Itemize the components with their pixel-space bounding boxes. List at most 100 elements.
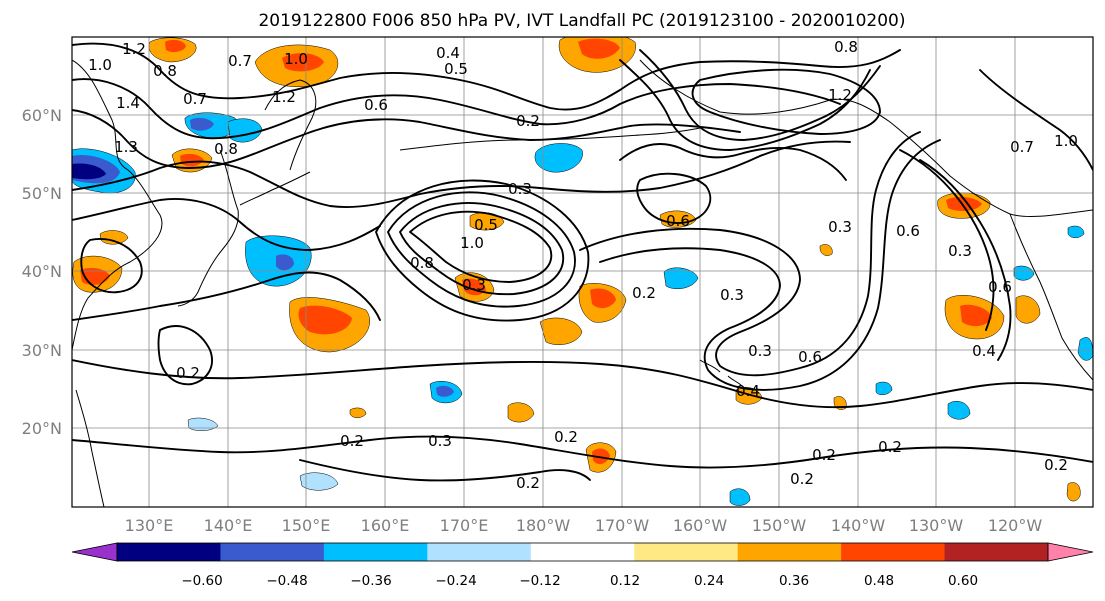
lon-label: 160°W bbox=[673, 516, 728, 535]
contour-label: 0.2 bbox=[878, 438, 902, 456]
colorbar-segment bbox=[944, 543, 1049, 561]
positive-anomaly-region bbox=[349, 407, 367, 418]
colorbar-tick-label: −0.36 bbox=[350, 573, 391, 589]
contour-line bbox=[636, 172, 712, 224]
contour-line bbox=[599, 139, 941, 391]
positive-anomaly-region bbox=[99, 230, 129, 245]
lon-label: 130°W bbox=[909, 516, 964, 535]
contour-line bbox=[299, 459, 591, 482]
contour-label: 0.2 bbox=[812, 446, 836, 464]
colorbar-tick-label: −0.60 bbox=[181, 573, 222, 589]
contour-line bbox=[639, 49, 881, 141]
contour-label: 0.2 bbox=[1044, 456, 1068, 474]
contour-label: 0.2 bbox=[554, 428, 578, 446]
contour-label: 0.2 bbox=[176, 364, 200, 382]
contour-label: 0.8 bbox=[410, 254, 434, 272]
positive-anomaly-region bbox=[180, 153, 204, 167]
contour-label: 0.4 bbox=[736, 382, 760, 400]
colorbar-extend-min bbox=[71, 542, 118, 562]
lon-label: 170°E bbox=[440, 516, 489, 535]
lon-label: 160°E bbox=[361, 516, 410, 535]
colorbar-tick-label: 0.24 bbox=[694, 573, 724, 589]
colorbar-tick-label: 0.48 bbox=[864, 573, 894, 589]
coastline-philippines bbox=[75, 389, 105, 507]
contour-line bbox=[72, 42, 901, 111]
coastlines bbox=[72, 59, 1093, 507]
positive-anomaly-region bbox=[165, 39, 186, 53]
contour-line bbox=[619, 59, 871, 151]
contour-label: 0.2 bbox=[790, 470, 814, 488]
lat-label: 40°N bbox=[22, 262, 62, 281]
latitude-labels: 60°N 50°N 40°N 30°N 20°N bbox=[22, 106, 62, 438]
positive-anomaly-region bbox=[298, 305, 352, 335]
contour-label: 0.6 bbox=[988, 278, 1012, 296]
colorbar-segment bbox=[737, 543, 842, 561]
lon-label: 120°W bbox=[988, 516, 1043, 535]
contour-label: 1.2 bbox=[828, 86, 852, 104]
contour-label: 0.3 bbox=[948, 242, 972, 260]
coastline-kuril bbox=[239, 171, 311, 206]
contour-label: 0.3 bbox=[508, 180, 532, 198]
negative-anomaly-region bbox=[276, 254, 294, 271]
contour-line bbox=[72, 140, 851, 209]
contour-line bbox=[72, 198, 381, 251]
colorbar-tick-label: −0.12 bbox=[519, 573, 560, 589]
coastline-asia bbox=[72, 59, 163, 351]
coastline-north-america bbox=[1009, 213, 1093, 381]
contour-line bbox=[375, 179, 590, 322]
contour-line bbox=[72, 359, 1093, 409]
colorbar-ticks: −0.60 −0.48 −0.36 −0.24 −0.12 0.12 0.24 … bbox=[181, 573, 978, 589]
negative-anomaly-region bbox=[663, 267, 699, 289]
colorbar-segment bbox=[634, 543, 739, 561]
colorbar-segment bbox=[220, 543, 325, 561]
contour-label: 1.0 bbox=[284, 50, 308, 68]
contour-label: 0.2 bbox=[632, 284, 656, 302]
contour-label: 0.3 bbox=[720, 286, 744, 304]
negative-anomaly-region bbox=[1013, 265, 1035, 281]
colorbar: −0.60 −0.48 −0.36 −0.24 −0.12 0.12 0.24 … bbox=[71, 542, 1094, 589]
contour-line bbox=[619, 143, 847, 181]
contour-label: 0.6 bbox=[896, 222, 920, 240]
negative-anomaly-region bbox=[875, 381, 893, 395]
positive-anomaly-region bbox=[1066, 482, 1081, 502]
contour-label: 0.3 bbox=[428, 432, 452, 450]
contour-label: 0.3 bbox=[748, 342, 772, 360]
colorbar-segments bbox=[117, 543, 1049, 561]
contour-label: 1.4 bbox=[116, 94, 140, 112]
lon-label: 140°W bbox=[831, 516, 886, 535]
negative-anomaly-region bbox=[190, 117, 214, 131]
coastline-kamchatka bbox=[264, 79, 317, 171]
colorbar-frame bbox=[116, 542, 1049, 562]
colorbar-extend-max bbox=[1047, 542, 1094, 562]
lon-label: 170°W bbox=[595, 516, 650, 535]
contour-label: 0.2 bbox=[340, 432, 364, 450]
contour-label: 0.3 bbox=[828, 218, 852, 236]
contour-label: 1.3 bbox=[114, 138, 138, 156]
contour-label: 0.7 bbox=[183, 90, 207, 108]
coastline-aleutians bbox=[399, 127, 701, 151]
lon-label: 180°W bbox=[516, 516, 571, 535]
negative-anomaly-region bbox=[436, 385, 454, 397]
contour-label: 0.4 bbox=[972, 342, 996, 360]
contour-line bbox=[979, 69, 1093, 171]
contour-line bbox=[579, 131, 921, 377]
contour-line bbox=[899, 149, 995, 331]
lon-label: 140°E bbox=[204, 516, 253, 535]
contour-label: 1.2 bbox=[272, 88, 296, 106]
contour-label: 1.2 bbox=[122, 40, 146, 58]
lon-label: 150°W bbox=[752, 516, 807, 535]
contour-line bbox=[72, 271, 381, 321]
pv-contours bbox=[72, 42, 1093, 482]
map-area: 1.2 1.0 0.8 0.7 1.4 1.3 0.4 0.5 0.6 0.2 … bbox=[72, 37, 1093, 507]
positive-anomaly-region bbox=[592, 448, 610, 465]
contour-line bbox=[80, 238, 143, 294]
contour-line bbox=[399, 202, 565, 296]
contour-labels: 1.2 1.0 0.8 0.7 1.4 1.3 0.4 0.5 0.6 0.2 … bbox=[88, 38, 1078, 492]
contour-line bbox=[691, 68, 881, 135]
contour-line bbox=[387, 191, 576, 308]
colorbar-segment bbox=[117, 543, 222, 561]
colorbar-tick-label: 0.60 bbox=[948, 573, 978, 589]
contour-label: 0.8 bbox=[153, 62, 177, 80]
contour-line bbox=[409, 210, 553, 283]
